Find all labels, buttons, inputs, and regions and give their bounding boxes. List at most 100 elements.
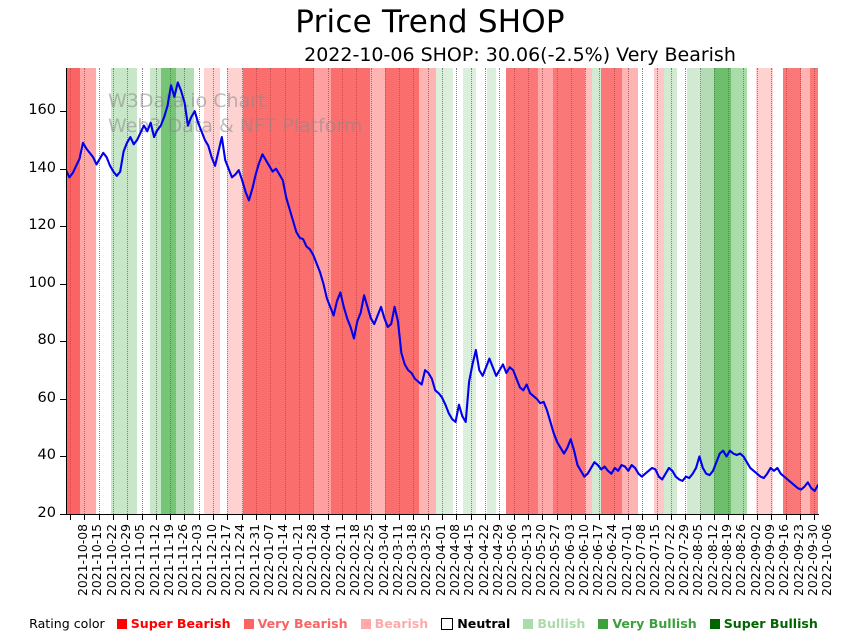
page-title: Price Trend SHOP — [295, 4, 565, 40]
gridline — [671, 68, 673, 514]
x-axis-tick — [613, 514, 615, 520]
legend-lead-label: Rating color — [29, 616, 105, 631]
x-axis-tick — [341, 514, 343, 520]
rating-band — [203, 68, 221, 514]
legend-swatch — [441, 617, 454, 630]
gridline — [442, 68, 444, 514]
y-axis-label: 140 — [28, 159, 56, 176]
x-axis-label: 2021-12-03 — [189, 524, 205, 597]
rating-band — [676, 68, 688, 514]
x-axis-tick — [570, 514, 572, 520]
rating-band — [663, 68, 678, 514]
x-axis-tick — [699, 514, 701, 520]
rating-band — [687, 68, 703, 514]
gridline — [542, 68, 544, 514]
vertical-gridlines — [66, 68, 818, 514]
rating-band — [150, 68, 162, 514]
gridline — [141, 68, 143, 514]
x-axis-tick — [141, 514, 143, 520]
x-axis-label: 2022-02-25 — [361, 524, 377, 597]
x-axis-tick — [84, 514, 86, 520]
x-axis-label: 2022-03-18 — [404, 524, 420, 597]
price-line-series — [66, 81, 818, 493]
x-axis-tick — [112, 514, 114, 520]
rating-band — [553, 68, 586, 514]
x-axis-tick — [513, 514, 515, 520]
rating-band — [801, 68, 812, 514]
legend-label: Neutral — [457, 616, 511, 631]
gridline — [84, 68, 86, 514]
x-axis-label: 2021-11-05 — [132, 524, 148, 597]
rating-band — [435, 68, 454, 514]
x-axis-tick — [399, 514, 401, 520]
x-axis-tick — [771, 514, 773, 520]
y-axis-label: 80 — [37, 332, 56, 349]
x-axis-tick — [284, 514, 286, 520]
gridline — [470, 68, 472, 514]
gridline — [155, 68, 157, 514]
x-axis-tick — [413, 514, 415, 520]
gridline — [699, 68, 701, 514]
gridline — [227, 68, 229, 514]
x-axis-tick — [742, 514, 744, 520]
y-axis-tick — [60, 283, 66, 285]
x-axis-tick — [685, 514, 687, 520]
x-axis-label: 2022-05-20 — [532, 524, 548, 597]
plot-area: W3Data.io Chart Web3 Data & NFT Platform — [66, 68, 818, 514]
gridline — [384, 68, 386, 514]
x-axis-tick — [556, 514, 558, 520]
legend-item: Neutral — [441, 616, 510, 631]
legend-swatch — [116, 618, 127, 629]
y-axis-tick — [60, 341, 66, 343]
x-axis-label: 2022-03-04 — [375, 524, 391, 597]
rating-band — [772, 68, 784, 514]
y-axis-tick — [60, 398, 66, 400]
gridline — [642, 68, 644, 514]
rating-band — [330, 68, 371, 514]
x-axis-label: 2022-05-06 — [504, 524, 520, 597]
rating-band — [701, 68, 715, 514]
x-axis-label: 2022-04-01 — [432, 524, 448, 597]
rating-band — [601, 68, 624, 514]
x-axis-tick — [599, 514, 601, 520]
legend-swatch — [243, 618, 254, 629]
gridline — [499, 68, 501, 514]
x-axis-tick — [728, 514, 730, 520]
x-axis-label: 2021-10-22 — [103, 524, 119, 597]
y-axis-tick — [60, 111, 66, 113]
rating-band — [592, 68, 602, 514]
y-axis-label: 20 — [37, 505, 56, 521]
x-axis-label: 2022-04-08 — [447, 524, 463, 597]
x-axis-label: 2022-05-27 — [547, 524, 563, 597]
gridline — [814, 68, 816, 514]
x-axis-label: 2022-06-17 — [590, 524, 606, 597]
gridline — [213, 68, 215, 514]
x-axis-tick — [484, 514, 486, 520]
x-axis-tick — [213, 514, 215, 520]
gridline — [327, 68, 329, 514]
x-axis-label: 2022-06-24 — [604, 524, 620, 597]
x-axis-label: 2021-12-31 — [246, 524, 262, 597]
gridline — [656, 68, 658, 514]
gridline — [484, 68, 486, 514]
x-axis-tick — [756, 514, 758, 520]
y-axis-tick — [60, 456, 66, 458]
x-axis-label: 2021-12-10 — [203, 524, 219, 597]
legend-label: Super Bearish — [130, 616, 231, 631]
x-axis-tick — [642, 514, 644, 520]
rating-band — [137, 68, 151, 514]
x-axis-tick — [198, 514, 200, 520]
gridline — [98, 68, 100, 514]
x-axis-label: 2022-01-21 — [289, 524, 305, 597]
x-axis-tick — [155, 514, 157, 520]
x-axis-tick — [270, 514, 272, 520]
legend-label: Bullish — [537, 616, 586, 631]
chart-subtitle: 2022-10-06 SHOP: 30.06(-2.5%) Very Beari… — [304, 44, 736, 66]
price-polyline — [66, 81, 818, 493]
x-axis-tick — [184, 514, 186, 520]
gridline — [298, 68, 300, 514]
y-axis-label: 120 — [28, 217, 56, 234]
gridline — [341, 68, 343, 514]
x-axis-tick — [713, 514, 715, 520]
legend-item: Super Bullish — [709, 616, 818, 631]
